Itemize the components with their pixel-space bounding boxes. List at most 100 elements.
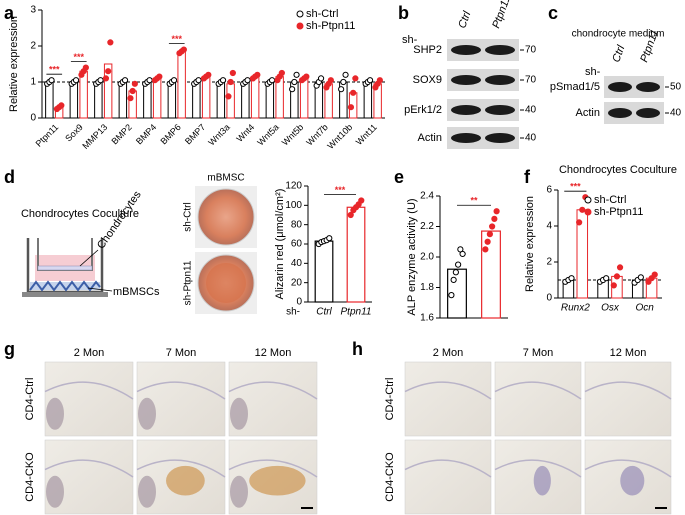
data-point <box>327 77 334 84</box>
legend-label: sh-Ctrl <box>594 194 626 206</box>
data-point <box>448 292 455 299</box>
bar <box>118 81 128 119</box>
blot-row-label: pErk1/2 <box>404 104 442 116</box>
panel-letter: a <box>4 3 15 23</box>
data-point <box>489 223 496 230</box>
blot-band <box>485 133 515 143</box>
data-point <box>347 104 355 111</box>
legend-label: sh-Ptpn11 <box>306 20 355 32</box>
panel-letter: g <box>4 339 15 359</box>
panel-letter: c <box>548 3 558 23</box>
data-point <box>293 71 300 78</box>
data-point <box>637 274 644 281</box>
image-title: mBMSC <box>207 173 244 184</box>
blot-band <box>451 45 481 55</box>
blot-band <box>451 105 481 115</box>
y-tick-label: 100 <box>285 200 302 211</box>
blot-prefix: sh- <box>585 66 601 78</box>
x-tick-label: Ocn <box>635 303 654 314</box>
data-point <box>493 208 500 215</box>
tissue-edge <box>494 381 582 400</box>
x-tick-label: Osx <box>601 303 620 314</box>
blot-band <box>485 105 515 115</box>
data-point <box>268 77 276 84</box>
y-tick-label: 1 <box>30 77 36 88</box>
row-label: CD4-CKO <box>384 452 396 502</box>
data-point <box>129 87 136 95</box>
tissue-edge <box>584 381 672 400</box>
blot-strip <box>604 102 664 124</box>
blot-band <box>451 75 481 85</box>
blot-row-label: SHP2 <box>413 44 442 56</box>
chart-title: Chondrocytes Coculture <box>559 164 677 176</box>
blot-title: chondrocyte medium <box>572 29 665 40</box>
column-label: 12 Mon <box>255 347 292 359</box>
y-tick-label: 6 <box>546 185 552 196</box>
y-tick-label: 60 <box>291 239 303 250</box>
x-axis-label: sh- <box>286 307 300 318</box>
y-axis-label: Alizarin red (μmol/cm²) <box>274 189 286 300</box>
data-point <box>603 275 610 282</box>
data-point <box>579 206 586 213</box>
data-point <box>127 95 134 102</box>
data-point <box>229 69 236 77</box>
data-point <box>254 71 261 78</box>
data-point <box>459 250 466 258</box>
blot-band <box>636 82 660 92</box>
column-label: 7 Mon <box>166 347 197 359</box>
diagram-label: Chondrocytes <box>95 189 144 252</box>
data-point <box>205 71 212 78</box>
data-point <box>121 77 129 84</box>
data-point <box>72 77 80 84</box>
significance-label: *** <box>49 65 60 75</box>
significance-label: *** <box>570 182 581 192</box>
marker-label: 50 <box>670 82 682 93</box>
column-label: 2 Mon <box>433 347 464 359</box>
x-tick-label: Ptpn11 <box>341 307 372 318</box>
marker-label: 70 <box>525 45 537 56</box>
data-point <box>616 264 624 271</box>
data-point <box>195 77 202 84</box>
x-tick-label: BMP2 <box>109 122 133 146</box>
data-point <box>651 271 658 278</box>
lane-label: Ctrl <box>456 9 473 30</box>
tissue-edge <box>228 381 318 400</box>
micrograph <box>494 361 582 437</box>
y-tick-label: 120 <box>285 181 302 192</box>
data-point <box>576 219 583 226</box>
data-point <box>455 261 462 268</box>
column-label: 7 Mon <box>523 347 554 359</box>
image-row-label: sh-Ctrl <box>183 202 194 231</box>
bar <box>167 81 177 119</box>
significance-label: *** <box>335 185 346 195</box>
x-tick-label: Wnt5b <box>280 122 305 147</box>
data-point <box>97 77 104 84</box>
blot-band <box>608 108 632 118</box>
positive-stain <box>249 465 306 496</box>
data-point <box>278 69 285 77</box>
data-point <box>326 235 333 242</box>
tissue-edge <box>228 459 318 478</box>
pointer <box>87 287 113 292</box>
positive-stain <box>533 465 551 496</box>
data-point <box>170 77 178 84</box>
micrograph <box>404 439 492 515</box>
blot-prefix: sh- <box>402 34 418 46</box>
tissue-edge <box>584 459 672 478</box>
marker-label: 40 <box>525 133 537 144</box>
y-axis-label: ALP enzyme activity (U) <box>406 198 418 315</box>
tissue-edge <box>44 381 134 400</box>
bar <box>346 206 366 303</box>
tissue-edge <box>494 459 582 478</box>
blot-row-label: pSmad1/5 <box>550 81 600 93</box>
data-point <box>102 75 110 82</box>
blot-strip <box>447 99 519 121</box>
bar <box>314 240 334 303</box>
bar <box>192 81 201 119</box>
data-point <box>376 77 383 84</box>
bar <box>94 81 103 119</box>
data-point <box>317 75 325 82</box>
panel-letter: h <box>352 339 363 359</box>
x-tick-label: Wnt3a <box>206 122 231 147</box>
